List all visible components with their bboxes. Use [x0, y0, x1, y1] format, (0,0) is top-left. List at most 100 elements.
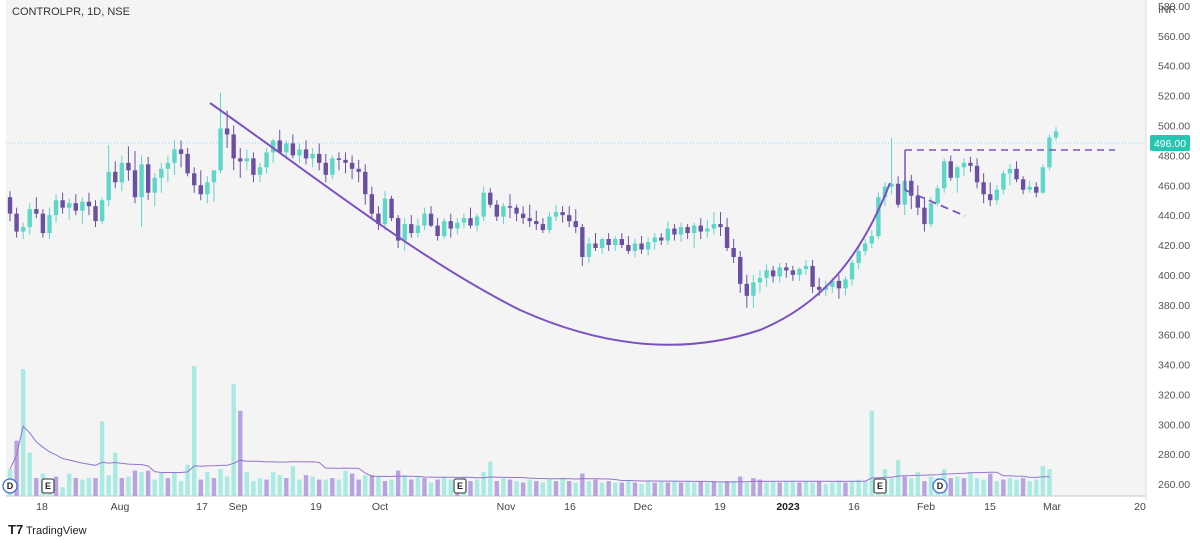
candle: [316, 143, 322, 171]
candle-body: [264, 152, 269, 168]
candle: [922, 197, 927, 232]
candle: [244, 149, 250, 171]
volume-bar: [869, 410, 874, 496]
earnings-marker[interactable]: E: [873, 478, 887, 494]
volume-bar: [474, 479, 480, 496]
candle-body: [290, 143, 296, 156]
candle-body: [323, 162, 328, 175]
candle-body: [1047, 137, 1052, 168]
candle: [389, 195, 394, 222]
volume-bar: [698, 481, 703, 496]
candle: [336, 152, 342, 171]
event-marker-label: E: [877, 481, 883, 491]
candle: [994, 185, 999, 205]
volume-bar: [889, 478, 894, 496]
candle-body: [395, 218, 401, 241]
candle: [369, 186, 375, 219]
candle: [7, 191, 13, 222]
candle: [527, 204, 532, 228]
candle-body: [948, 161, 953, 178]
candle-body: [659, 237, 664, 241]
candle: [1047, 134, 1052, 171]
candle-body: [20, 227, 26, 232]
candle-body: [113, 171, 118, 183]
candle-body: [534, 221, 539, 225]
earnings-marker[interactable]: E: [41, 478, 55, 494]
volume-bar: [1014, 479, 1019, 496]
candle: [632, 239, 638, 257]
candle-body: [238, 158, 243, 162]
time-tick-label: 16: [564, 501, 576, 513]
candle: [1053, 126, 1059, 141]
candle-body: [863, 243, 868, 251]
dividend-marker[interactable]: D: [932, 478, 948, 494]
candle: [718, 212, 723, 237]
candle-body: [909, 180, 914, 196]
time-tick-label: 18: [36, 501, 48, 513]
volume-bar: [402, 475, 407, 496]
volume-bar: [994, 481, 999, 496]
candle-body: [139, 164, 144, 198]
candle: [639, 236, 644, 254]
candle-body: [47, 215, 52, 234]
candle-body: [652, 237, 657, 243]
candle: [836, 274, 842, 299]
earnings-marker[interactable]: E: [453, 478, 467, 494]
price-tick-label: 300.00: [1158, 419, 1190, 431]
time-tick-label: Aug: [111, 501, 130, 513]
candle: [376, 206, 381, 231]
volume-bar: [520, 482, 526, 496]
candle: [659, 233, 664, 246]
candle-body: [974, 165, 980, 183]
candle-body: [178, 149, 184, 154]
volume-bar: [363, 475, 368, 496]
time-tick-label: Nov: [497, 501, 516, 513]
candle: [1007, 164, 1013, 186]
volume-bar: [67, 473, 72, 496]
earnings-marker-badge: [873, 478, 887, 494]
candle: [626, 236, 631, 254]
candle-body: [349, 162, 355, 169]
candle: [422, 207, 427, 231]
candle: [310, 147, 315, 168]
candle-body: [1040, 167, 1046, 193]
candle: [856, 246, 861, 269]
candle-body: [784, 267, 789, 271]
candle: [790, 265, 796, 281]
candle: [14, 207, 19, 238]
candle: [507, 194, 513, 219]
candle-body: [422, 213, 427, 226]
candle: [777, 262, 782, 283]
candle-body: [797, 268, 802, 275]
candle-body: [869, 236, 874, 244]
candle-body: [816, 286, 822, 290]
candle-body: [665, 228, 671, 241]
dividend-marker[interactable]: D: [2, 478, 18, 494]
volume-bar: [810, 482, 815, 496]
candle-body: [738, 256, 743, 284]
volume-bar: [961, 478, 967, 496]
volume-bar: [685, 481, 690, 496]
volume-bar: [1047, 469, 1052, 496]
volume-bar: [303, 475, 309, 496]
candle: [290, 134, 296, 159]
candle-body: [415, 225, 421, 234]
volume-bar: [652, 482, 657, 496]
volume-bar: [441, 476, 447, 496]
volume-bar: [34, 478, 39, 496]
candle-body: [363, 171, 368, 195]
candle-body: [547, 216, 552, 231]
candle-body: [277, 140, 282, 153]
candle-body: [645, 242, 651, 250]
candle-body: [672, 228, 677, 235]
candle: [573, 209, 578, 234]
candle-body: [751, 282, 756, 296]
last-price-value: 496.00: [1154, 138, 1186, 150]
volume-bar: [606, 481, 611, 496]
candle: [540, 218, 546, 234]
candle-body: [192, 173, 197, 186]
candle-body: [573, 221, 578, 228]
candle: [145, 156, 151, 201]
volume-bar: [560, 478, 565, 496]
